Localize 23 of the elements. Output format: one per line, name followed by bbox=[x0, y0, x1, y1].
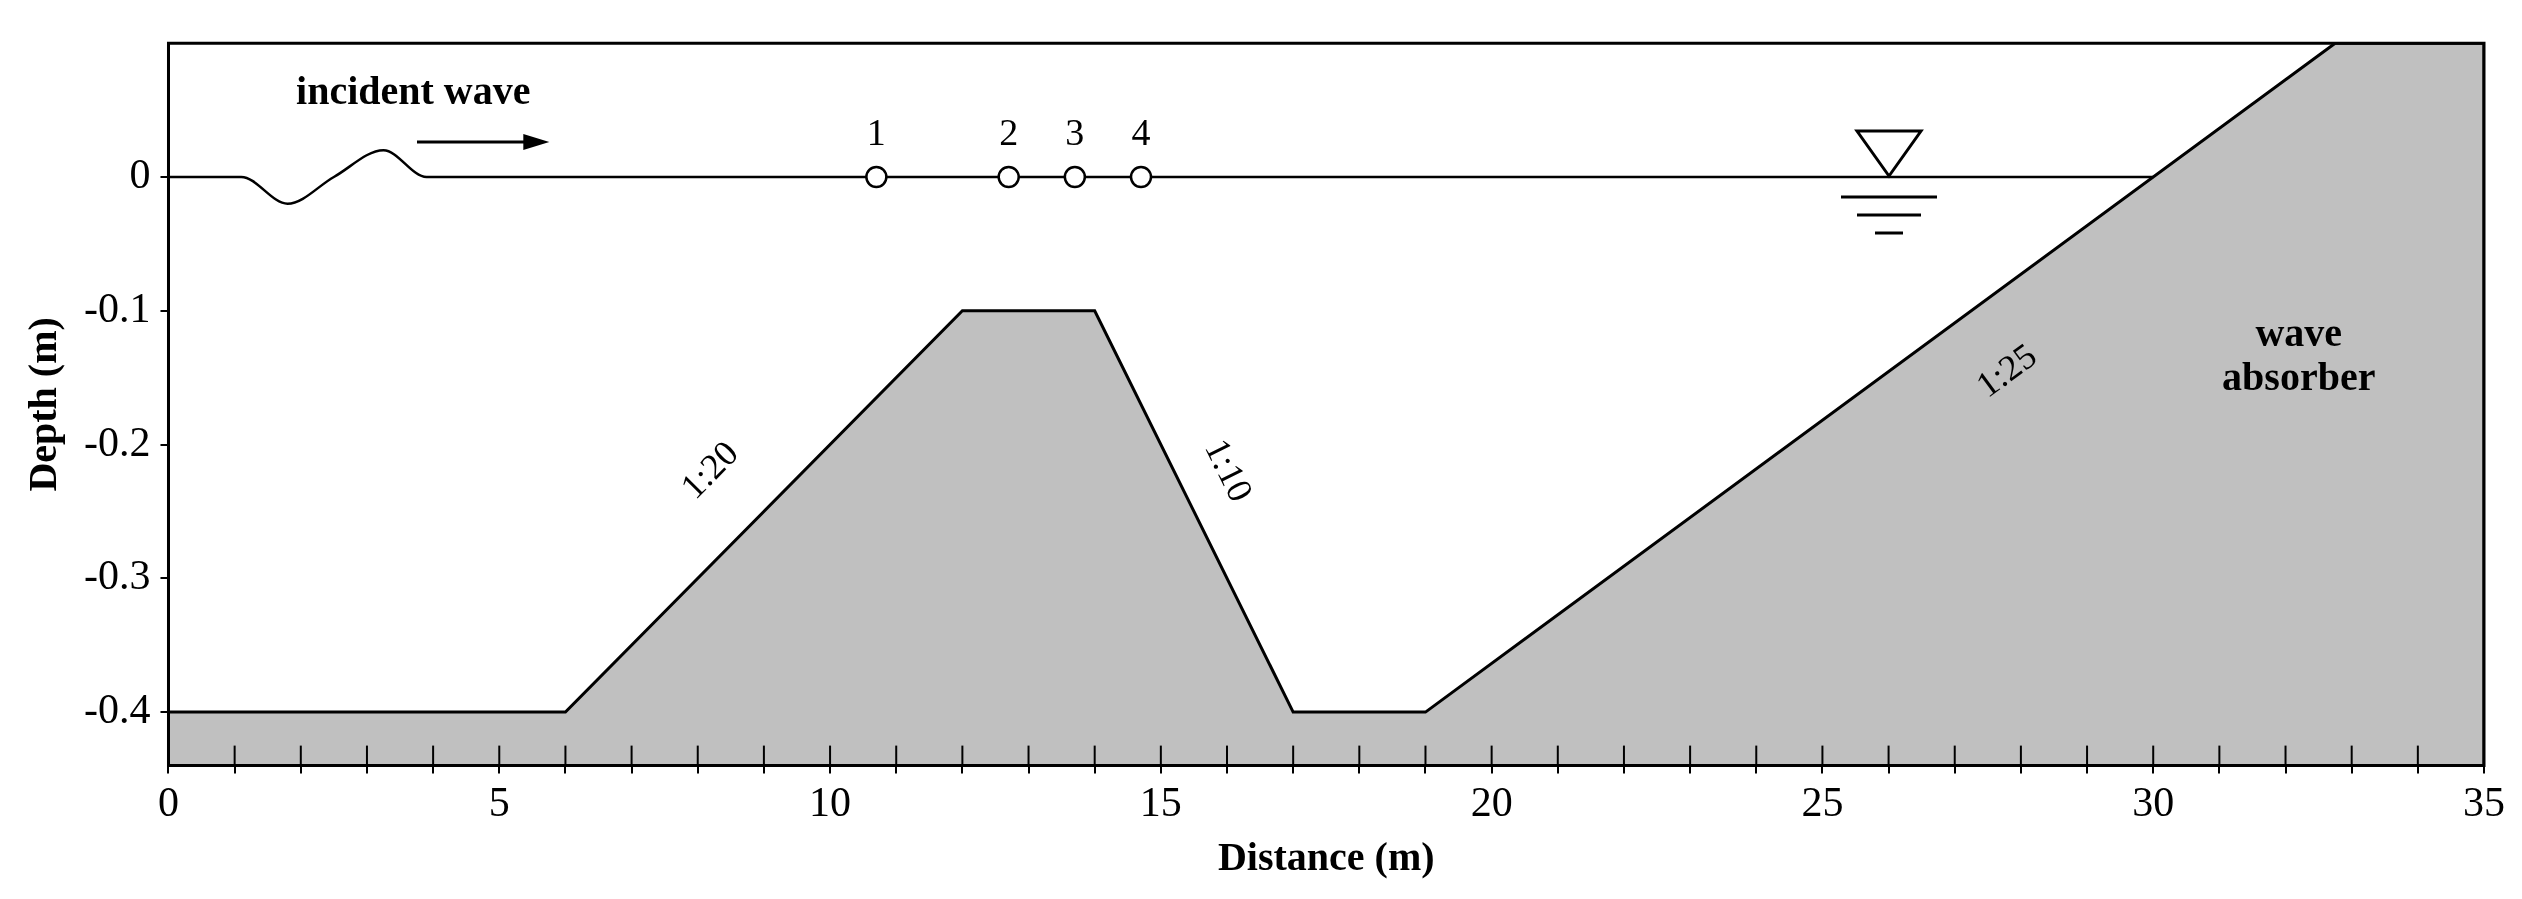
annotation: 1:10 bbox=[1197, 432, 1262, 508]
annotation: 3 bbox=[1065, 110, 1085, 153]
x-tick-label: 5 bbox=[488, 778, 510, 825]
x-tick-label: 20 bbox=[1470, 778, 1513, 825]
y-axis-title: Depth (m) bbox=[20, 317, 66, 492]
x-tick-label: 15 bbox=[1139, 778, 1182, 825]
annotation: wave absorber bbox=[2222, 309, 2376, 399]
x-tick-label: 25 bbox=[1801, 778, 1844, 825]
y-tick-label: -0.4 bbox=[83, 686, 151, 733]
x-tick-label: 10 bbox=[809, 778, 852, 825]
y-tick-label: -0.2 bbox=[83, 418, 151, 465]
x-tick-label: 30 bbox=[2132, 778, 2175, 825]
x-tick-label: 35 bbox=[2463, 778, 2505, 825]
x-axis-title: Distance (m) bbox=[1217, 834, 1435, 880]
y-tick-label: 0 bbox=[129, 151, 151, 198]
annotation: 1 bbox=[866, 110, 886, 153]
y-tick-label: -0.3 bbox=[83, 552, 151, 599]
annotation: 1:25 bbox=[1968, 335, 2044, 406]
annotation: 4 bbox=[1131, 110, 1151, 153]
annotation: 2 bbox=[999, 110, 1019, 153]
y-tick-label: -0.1 bbox=[83, 284, 151, 331]
annotation: 1:20 bbox=[672, 432, 746, 507]
annotation: incident wave bbox=[296, 68, 531, 114]
